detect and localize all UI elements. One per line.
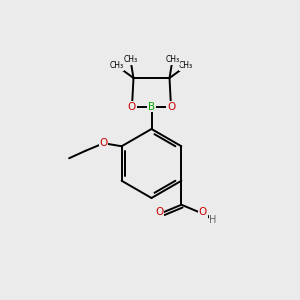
Text: CH₃: CH₃ xyxy=(165,56,180,64)
Text: CH₃: CH₃ xyxy=(110,61,124,70)
Text: O: O xyxy=(199,207,207,217)
Text: O: O xyxy=(100,138,108,148)
Text: H: H xyxy=(209,215,217,225)
Text: CH₃: CH₃ xyxy=(123,56,138,64)
Text: O: O xyxy=(167,101,175,112)
Text: O: O xyxy=(156,207,164,217)
Text: B: B xyxy=(148,101,155,112)
Text: O: O xyxy=(128,101,136,112)
Text: CH₃: CH₃ xyxy=(179,61,193,70)
